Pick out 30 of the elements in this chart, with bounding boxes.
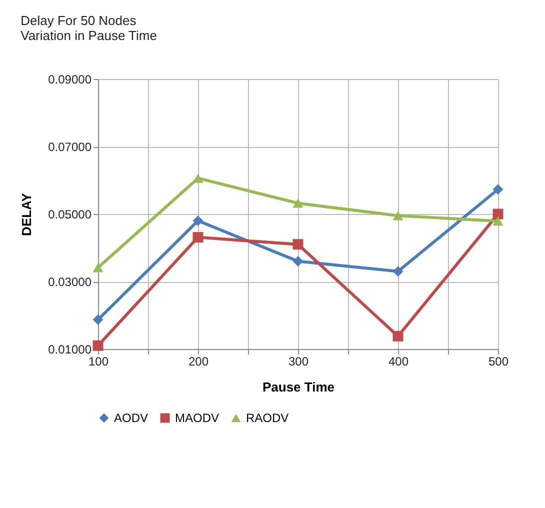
point — [392, 266, 404, 277]
legend-label: AODV — [114, 411, 148, 425]
x-tick-label: 100 — [88, 354, 109, 368]
y-tick-label: 0.01000 — [48, 342, 92, 356]
text: Delay For 50 Nodes — [20, 13, 136, 28]
legend-label: RAODV — [246, 411, 289, 425]
x-tick-label: 300 — [288, 354, 309, 368]
point — [492, 216, 504, 226]
point — [92, 340, 104, 351]
y-tick-label: 0.05000 — [48, 208, 92, 222]
legend-label: MAODV — [175, 411, 220, 425]
y-axis-title: DELAY — [19, 192, 34, 236]
x-tick-label: 200 — [188, 354, 209, 368]
point — [292, 198, 304, 208]
y-tick-label: 0.03000 — [48, 275, 92, 289]
point — [492, 184, 504, 195]
point — [292, 256, 304, 266]
y-tick-label: 0.09000 — [48, 72, 92, 86]
point — [192, 216, 204, 226]
point — [292, 239, 304, 250]
x-tick-label: 400 — [388, 354, 409, 368]
x-axis-title: Pause Time — [262, 380, 335, 394]
point — [392, 211, 404, 220]
point — [92, 263, 104, 272]
point — [392, 330, 404, 342]
x-tick-label: 500 — [488, 354, 509, 368]
point — [92, 314, 104, 325]
y-tick-label: 0.07000 — [48, 140, 92, 154]
text: Variation in Pause Time — [20, 28, 157, 43]
point — [192, 232, 204, 243]
